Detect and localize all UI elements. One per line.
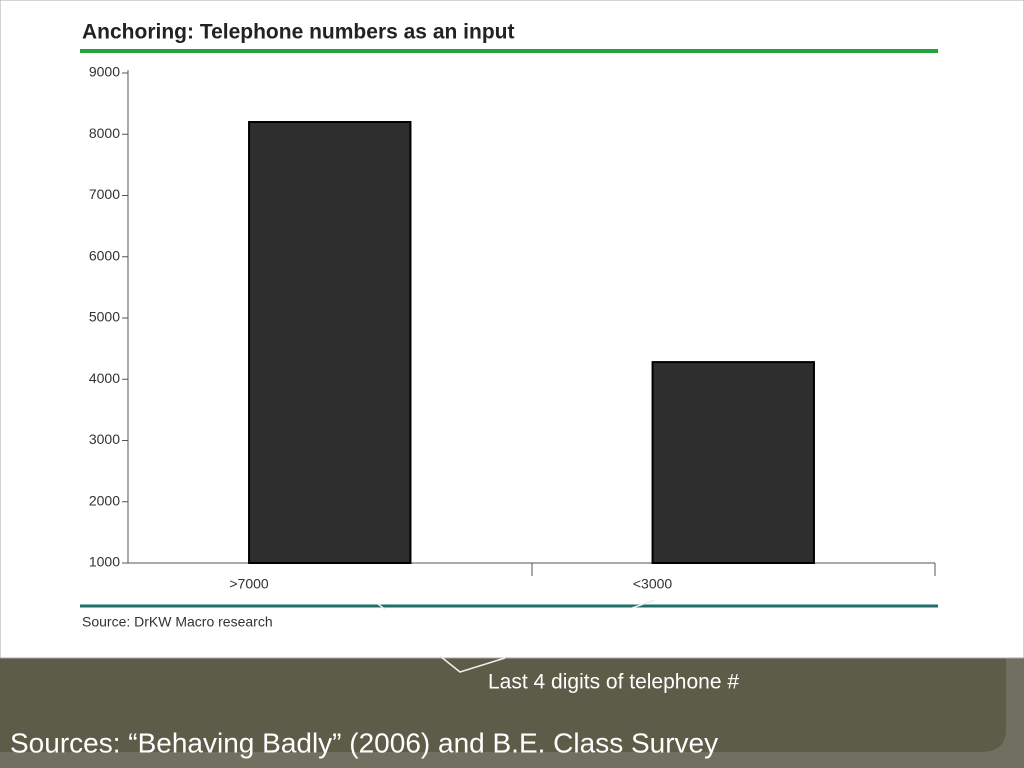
y-tick-label: 3000 (89, 431, 120, 447)
footer: Sources: “Behaving Badly” (2006) and B.E… (10, 727, 718, 758)
source-note: Source: DrKW Macro research (82, 614, 273, 630)
chart-title: Anchoring: Telephone numbers as an input (82, 21, 514, 44)
y-tick-label: 1000 (89, 554, 120, 570)
x-tick-label: <3000 (633, 576, 673, 592)
y-tick-label: 6000 (89, 247, 120, 263)
y-tick-label: 5000 (89, 309, 120, 325)
y-tick-label: 2000 (89, 492, 120, 508)
annotation: Last 4 digits of telephone # (488, 671, 739, 694)
bar (651, 361, 815, 564)
y-tick-label: 4000 (89, 370, 120, 386)
y-tick-label: 7000 (89, 186, 120, 202)
callout (377, 599, 656, 673)
y-tick-label: 8000 (89, 125, 120, 141)
panel (0, 640, 1006, 752)
x-tick-label: >7000 (229, 576, 269, 592)
y-tick-label: 9000 (89, 64, 120, 80)
chart-image (0, 0, 1024, 659)
bar (248, 121, 412, 564)
